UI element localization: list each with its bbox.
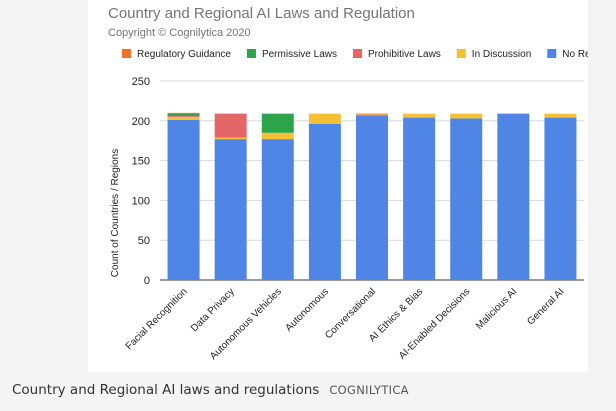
bar-autonomous-vehicles-in-discussion[interactable] [261,132,294,140]
x-tick-label: Malicious AI [474,286,520,332]
bar-malicious-ai-no-regulation[interactable] [497,113,530,280]
y-tick-label: 0 [144,275,150,287]
chart-legend: Regulatory Guidance Permissive Laws Prohib… [122,49,616,60]
bar-conversational-prohibitive-laws[interactable] [356,113,388,115]
legend-swatch [352,49,362,58]
legend-swatch [456,49,466,58]
stacked-bar-chart: Country and Regional AI Laws and Regulat… [108,5,616,362]
y-axis-label: Count of Countries / Regions [110,149,121,277]
y-tick-label: 250 [132,76,150,88]
y-axis-ticks: 0 50 100 150 200 250 [132,76,150,287]
caption-text: Country and Regional AI laws and regulat… [12,382,320,398]
bar-data-privacy-in-discussion[interactable] [214,137,247,140]
legend-label: No Regulation [562,49,588,60]
legend-swatch [122,49,131,58]
bar-autonomous-in-discussion[interactable] [308,113,341,124]
bar-general-ai-in-discussion[interactable] [544,113,577,118]
legend-item-permissive-laws: Permissive Laws [246,49,337,60]
bar-autonomous-no-regulation[interactable] [308,123,341,280]
bar-data-privacy-prohibitive-laws[interactable] [214,113,247,138]
legend-label: Permissive Laws [262,49,337,60]
chart-card: Country and Regional AI Laws and Regulat… [88,0,616,372]
bar-conversational-in-discussion[interactable] [356,114,388,116]
bar-facial-recognition-no-regulation[interactable] [167,120,200,280]
legend-item-in-discussion: In Discussion [456,49,531,60]
bar-facial-recognition-permissive-laws[interactable] [167,113,200,117]
legend-label: Regulatory Guidance [137,49,231,60]
bar-conversational-no-regulation[interactable] [356,115,388,280]
caption-credit: COGNILYTICA [329,383,409,397]
legend-item-prohibitive-laws: Prohibitive Laws [352,49,441,60]
legend-item-no-regulation: No Regulation [547,49,616,60]
x-axis-ticks: Facial Recognition Data Privacy Autonomous… [124,286,567,362]
chart-title: Country and Regional AI Laws and Regulat… [108,5,415,22]
legend-item-regulatory-guidance: Regulatory Guidance [122,49,231,60]
bar-facial-recognition-regulatory-guidance[interactable] [167,112,200,114]
y-tick-label: 100 [132,195,150,207]
y-tick-label: 150 [132,156,150,168]
bar-general-ai-no-regulation[interactable] [544,117,577,280]
bar-ai-enabled-decisions-no-regulation[interactable] [450,118,483,280]
bar-data-privacy-no-regulation[interactable] [214,139,247,280]
y-tick-label: 50 [138,235,150,247]
legend-swatch [547,49,557,58]
bar-ai-ethics-bias-in-discussion[interactable] [403,113,436,118]
bar-ai-enabled-decisions-in-discussion[interactable] [450,113,483,119]
bar-ai-ethics-bias-no-regulation[interactable] [403,117,436,280]
bar-facial-recognition-prohibitive-laws[interactable] [167,116,200,117]
legend-label: In Discussion [472,49,531,60]
x-tick-label: Data Privacy [189,286,237,334]
legend-label: Prohibitive Laws [368,49,441,60]
bar-autonomous-vehicles-permissive-laws[interactable] [261,113,294,133]
legend-swatch [246,49,256,58]
y-tick-label: 200 [132,116,150,128]
bar-autonomous-vehicles-no-regulation[interactable] [261,139,294,280]
x-tick-label: Autonomous [284,286,331,333]
bar-facial-recognition-in-discussion[interactable] [167,116,200,121]
x-tick-label: Facial Recognition [124,286,190,352]
chart-bars [167,112,577,280]
chart-subtitle: Copyright © Cognilytica 2020 [108,27,251,39]
x-tick-label: General AI [525,286,566,327]
figure-caption: Country and Regional AI laws and regulat… [12,382,409,402]
